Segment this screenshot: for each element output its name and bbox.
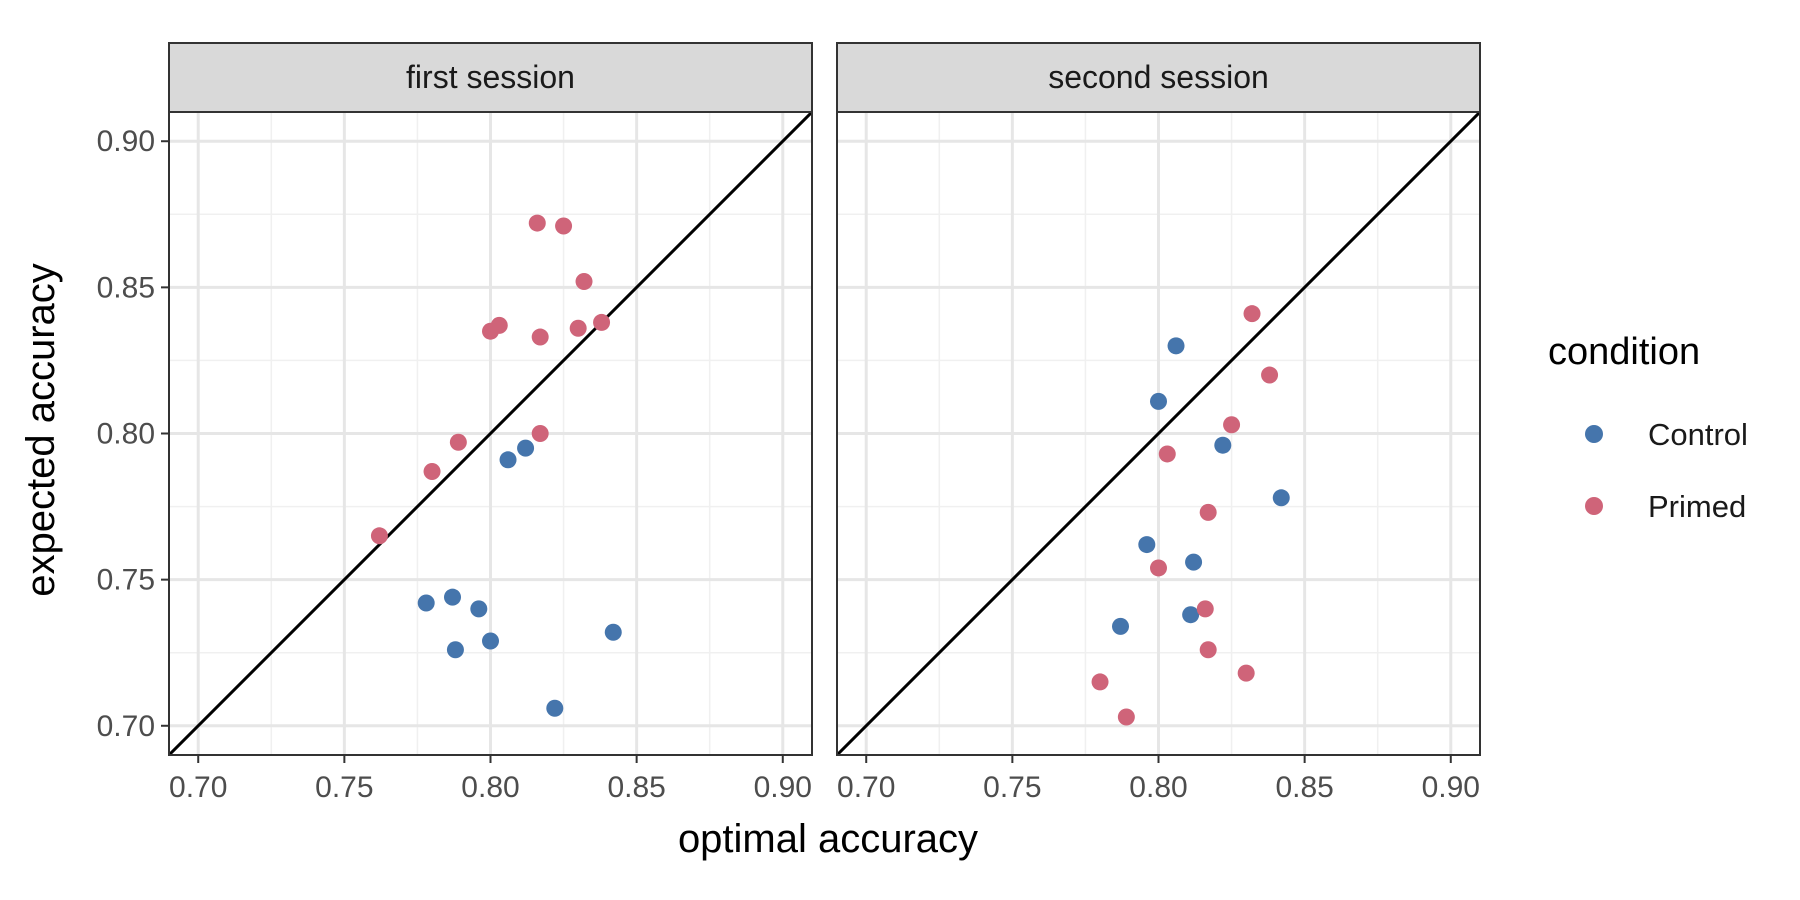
x-tick-label: 0.80 (461, 771, 519, 804)
x-tick-label: 0.70 (169, 771, 227, 804)
x-tick-label: 0.70 (837, 771, 895, 804)
panel-1: first session 0.70 0.75 0.80 0.85 0.90 0.70 0.7… (97, 42, 813, 804)
x-tick-label: 0.90 (1422, 771, 1480, 804)
x-tick-label: 0.75 (983, 771, 1041, 804)
series-control (417, 439, 622, 717)
y-axis-title: expected accuracy (19, 263, 63, 597)
data-point-primed (531, 425, 549, 442)
y-tick-label: 0.75 (97, 564, 155, 597)
facet-strip-label: first session (406, 59, 575, 95)
legend: condition Control Primed (1548, 331, 1748, 524)
data-point-control (1112, 617, 1130, 635)
data-point-control (1272, 489, 1290, 507)
data-point-primed (1261, 366, 1279, 384)
data-point-primed (1237, 664, 1255, 682)
data-point-control (546, 699, 564, 717)
legend-label-control: Control (1648, 417, 1748, 452)
data-point-control (1214, 436, 1232, 454)
data-point-primed (1199, 503, 1217, 521)
data-point-primed (593, 313, 611, 331)
legend-title: condition (1548, 331, 1700, 373)
panel-2: second session 0.70 0.75 0.80 0.85 0.90 (836, 42, 1481, 804)
data-point-primed (575, 273, 593, 291)
data-point-control (470, 600, 488, 618)
y-tick-label: 0.85 (97, 271, 155, 304)
data-point-primed (1158, 445, 1176, 463)
data-point-primed (1150, 559, 1167, 577)
data-point-control (1185, 553, 1203, 571)
x-tick-label: 0.85 (1275, 771, 1333, 804)
legend-label-primed: Primed (1648, 489, 1746, 524)
data-point-control (444, 588, 462, 606)
data-point-control (1138, 536, 1156, 554)
data-point-control (499, 451, 517, 469)
data-point-primed (1223, 416, 1241, 434)
data-point-control (482, 632, 499, 650)
series-control (1112, 337, 1290, 635)
data-point-primed (490, 316, 508, 334)
data-point-primed (569, 319, 587, 337)
data-point-control (417, 594, 435, 612)
data-point-primed (531, 328, 549, 346)
x-axis-title: optimal accuracy (678, 817, 978, 861)
series-primed (1091, 305, 1279, 726)
data-point-primed (1196, 600, 1214, 618)
data-point-primed (555, 217, 573, 235)
x-tick-label: 0.75 (315, 771, 373, 804)
facet-strip-label: second session (1048, 59, 1269, 95)
data-point-control (446, 641, 464, 659)
identity-line (169, 112, 812, 755)
data-point-primed (1199, 641, 1217, 659)
data-point-primed (1243, 305, 1261, 323)
x-tick-label: 0.85 (607, 771, 665, 804)
data-point-primed (449, 433, 467, 451)
facet-strip (168, 42, 813, 113)
y-tick-label: 0.90 (97, 125, 155, 158)
legend-key-control (1585, 425, 1603, 443)
data-point-primed (1117, 708, 1135, 726)
data-point-control (1182, 606, 1200, 624)
data-point-primed (1091, 673, 1109, 691)
y-tick-label: 0.80 (97, 418, 155, 451)
data-point-control (604, 623, 622, 641)
data-point-control (517, 439, 535, 457)
data-point-primed (528, 214, 546, 232)
x-tick-label: 0.90 (754, 771, 812, 804)
identity-line (837, 112, 1480, 755)
data-point-primed (370, 527, 388, 545)
x-tick-label: 0.80 (1129, 771, 1187, 804)
y-tick-label: 0.70 (97, 710, 155, 743)
data-point-control (1150, 392, 1167, 410)
legend-key-primed (1585, 497, 1603, 515)
series-primed (370, 214, 611, 545)
data-point-primed (423, 462, 441, 480)
panels-layer: first session 0.70 0.75 0.80 0.85 0.90 0.70 0.7… (97, 42, 1481, 804)
data-point-control (1167, 337, 1185, 355)
